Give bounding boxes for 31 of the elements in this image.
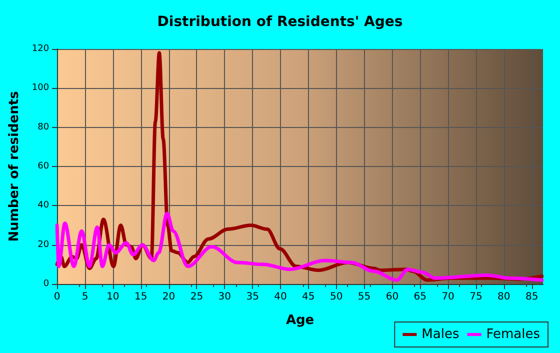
x-tick-label: 85	[525, 292, 538, 302]
x-axis-title: Age	[286, 313, 314, 328]
y-tick-label: 120	[32, 44, 50, 54]
y-tick-label: 20	[38, 240, 50, 250]
x-tick-label: 5	[82, 292, 88, 302]
y-axis-title: Number of residents	[7, 90, 22, 242]
y-tick-label: 60	[38, 162, 50, 172]
x-tick-label: 20	[162, 292, 176, 302]
legend-label: Males	[422, 327, 460, 342]
chart-title: Distribution of Residents' Ages	[157, 14, 403, 30]
x-tick-label: 0	[54, 292, 60, 302]
x-tick-label: 65	[414, 292, 426, 302]
legend-label: Females	[486, 327, 540, 342]
x-tick-label: 30	[218, 292, 232, 302]
line-series	[55, 212, 544, 282]
y-tick-label: 40	[38, 200, 50, 211]
x-tick-label: 70	[442, 292, 454, 302]
x-tick-label: 40	[274, 292, 287, 302]
y-tick-label: 80	[38, 122, 50, 132]
y-tick-label: 0	[43, 279, 50, 289]
x-tick-label: 10	[106, 292, 120, 302]
x-tick-label: 80	[498, 292, 510, 302]
x-tick-label: 60	[386, 292, 399, 302]
x-tick-label: 45	[302, 292, 315, 302]
x-tick-label: 35	[246, 292, 259, 302]
x-tick-label: 55	[358, 292, 371, 302]
x-tick-label: 15	[134, 292, 148, 302]
y-tick-label: 100	[32, 83, 50, 94]
x-tick-label: 25	[190, 292, 204, 302]
x-tick-label: 50	[330, 292, 343, 302]
x-tick-label: 75	[470, 292, 482, 302]
